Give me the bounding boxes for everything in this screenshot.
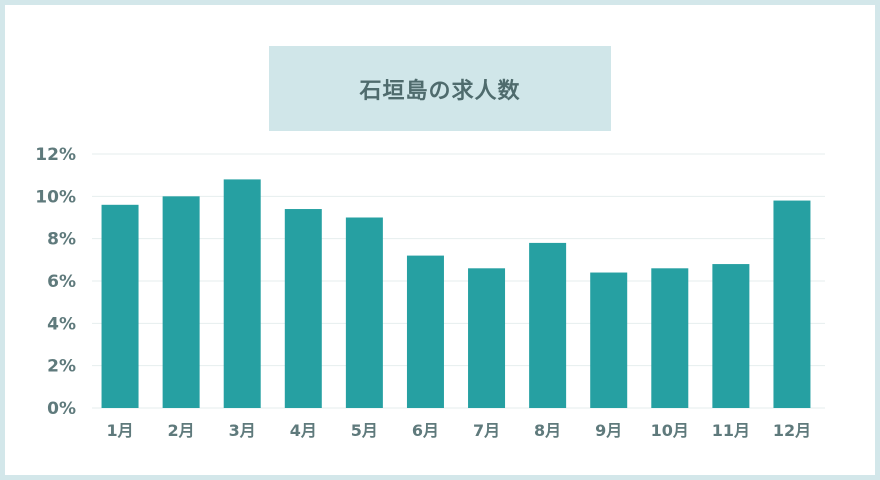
- x-tick-label: 2月: [168, 421, 195, 440]
- y-tick-label: 8%: [47, 230, 76, 250]
- bar-10: [651, 268, 689, 408]
- bar-8: [529, 242, 567, 408]
- x-tick-label: 8月: [534, 421, 561, 440]
- y-tick-label: 4%: [47, 314, 76, 334]
- bar-12: [773, 200, 811, 408]
- bar-9: [590, 272, 628, 408]
- chart-title-box: 石垣島の求人数: [269, 46, 611, 131]
- x-tick-label: 7月: [473, 421, 500, 440]
- y-tick-label: 2%: [47, 357, 76, 377]
- x-tick-label: 5月: [351, 421, 378, 440]
- bar-4: [284, 209, 322, 408]
- y-tick-label: 0%: [47, 399, 76, 419]
- y-tick-label: 10%: [35, 187, 76, 207]
- bar-2: [162, 196, 200, 408]
- bar-1: [101, 204, 139, 408]
- chart-title: 石垣島の求人数: [359, 78, 521, 104]
- x-tick-label: 1月: [106, 421, 133, 440]
- x-tick-label: 3月: [229, 421, 256, 440]
- bar-11: [712, 264, 750, 408]
- x-tick-label: 11月: [712, 421, 750, 440]
- bar-5: [345, 217, 383, 408]
- y-tick-label: 12%: [35, 145, 76, 165]
- y-tick-label: 6%: [47, 272, 76, 292]
- x-tick-label: 12月: [773, 421, 811, 440]
- x-tick-label: 10月: [651, 421, 689, 440]
- bar-3: [223, 179, 261, 408]
- bar-6: [406, 255, 444, 408]
- x-tick-label: 4月: [290, 421, 317, 440]
- x-tick-label: 6月: [412, 421, 439, 440]
- bar-7: [468, 268, 506, 408]
- x-tick-label: 9月: [595, 421, 622, 440]
